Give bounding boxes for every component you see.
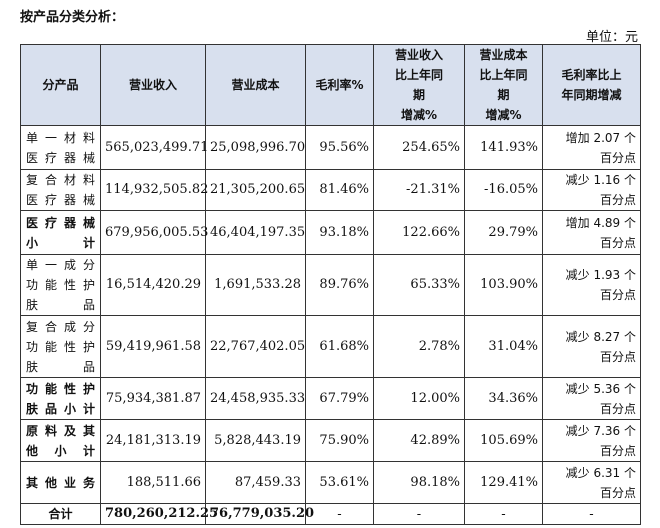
table-row: 其他业务 188,511.66 87,459.33 53.61% 98.18% 129.4…	[20, 461, 641, 504]
total-revenue-change: -	[373, 503, 465, 525]
header-product: 分产品	[20, 44, 101, 126]
margin-change-value: 减少 8.27 个百分点	[542, 315, 641, 378]
cost-value: 1,691,533.28	[205, 254, 306, 316]
header-margin-change: 毛利率比上 年同期增减	[542, 44, 641, 126]
cost-value: 24,458,935.33	[205, 377, 306, 420]
revenue-value: 114,932,505.82	[100, 169, 208, 211]
revenue-change-value: 122.66%	[373, 210, 465, 255]
table-header-row: 分产品 营业收入 营业成本 毛利率% 营业收入 比上年同 期 增减% 营业成本 …	[20, 44, 641, 126]
table-row: 复合材料 医疗器械 114,932,505.82 21,305,200.65 81.46…	[20, 169, 641, 211]
margin-value: 81.46%	[305, 169, 374, 211]
margin-change-value: 减少 6.31 个百分点	[542, 461, 641, 504]
total-row: 合计 780,260,212.25 76,779,035.20 - - - -	[20, 503, 641, 525]
table-row: 单一成分 功能性护 肤品 16,514,420.29 1,691,533.28 89.76…	[20, 254, 641, 316]
table-row: 医疗器械 小计 679,956,005.53 46,404,197.35 93.18% 1…	[20, 210, 641, 255]
revenue-change-value: -21.31%	[373, 169, 465, 211]
total-cost-change: -	[464, 503, 543, 525]
cost-change-value: 31.04%	[464, 315, 543, 378]
unit-label: 单位：元	[585, 30, 638, 45]
header-revenue: 营业收入	[100, 44, 206, 126]
margin-value: 75.90%	[305, 419, 374, 462]
revenue-change-value: 254.65%	[373, 125, 465, 170]
total-cost: 76,779,035.20	[205, 503, 314, 525]
cost-change-value: 129.41%	[464, 461, 543, 504]
cost-value: 87,459.33	[205, 461, 306, 504]
margin-value: 53.61%	[305, 461, 374, 504]
cost-change-value: 34.36%	[464, 377, 543, 420]
product-name: 复合材料 医疗器械	[20, 169, 101, 211]
cost-value: 5,828,443.19	[205, 419, 306, 462]
product-analysis-table: 分产品 营业收入 营业成本 毛利率% 营业收入 比上年同 期 增减% 营业成本 …	[20, 44, 641, 525]
product-name: 原料及其 他小计	[20, 419, 101, 462]
revenue-change-value: 2.78%	[373, 315, 465, 378]
header-revenue-change: 营业收入 比上年同 期 增减%	[373, 44, 465, 126]
cost-change-value: 29.79%	[464, 210, 543, 255]
margin-change-value: 增加 2.07 个百分点	[542, 125, 641, 170]
margin-value: 93.18%	[305, 210, 374, 255]
table-row: 单一材料 医疗器械 565,023,499.71 25,098,996.70 95.56…	[20, 125, 641, 170]
product-name: 医疗器械 小计	[20, 210, 101, 255]
total-revenue: 780,260,212.25	[100, 503, 218, 525]
revenue-value: 75,934,381.87	[100, 377, 206, 420]
table-row: 复合成分 功能性护 肤品 59,419,961.58 22,767,402.05 61.6…	[20, 315, 641, 378]
margin-change-value: 减少 1.16 个百分点	[542, 169, 641, 211]
cost-change-value: 141.93%	[464, 125, 543, 170]
revenue-change-value: 98.18%	[373, 461, 465, 504]
product-name: 单一成分 功能性护 肤品	[20, 254, 101, 316]
cost-value: 25,098,996.70	[205, 125, 306, 170]
header-cost: 营业成本	[205, 44, 306, 126]
margin-change-value: 减少 7.36 个百分点	[542, 419, 641, 462]
product-name: 单一材料 医疗器械	[20, 125, 101, 170]
revenue-change-value: 12.00%	[373, 377, 465, 420]
revenue-value: 24,181,313.19	[100, 419, 206, 462]
revenue-value: 679,956,005.53	[100, 210, 208, 255]
cost-value: 46,404,197.35	[205, 210, 306, 255]
cost-change-value: 105.69%	[464, 419, 543, 462]
header-cost-change: 营业成本 比上年同 期 增减%	[464, 44, 543, 126]
total-label: 合计	[20, 503, 101, 525]
product-name: 其他业务	[20, 461, 101, 504]
table-row: 原料及其 他小计 24,181,313.19 5,828,443.19 75.90% 42…	[20, 419, 641, 462]
section-title: 按产品分类分析：	[20, 10, 125, 25]
margin-change-value: 减少 1.93 个百分点	[542, 254, 641, 316]
cost-change-value: -16.05%	[464, 169, 543, 211]
margin-value: 89.76%	[305, 254, 374, 316]
product-name: 功能性护 肤品小计	[20, 377, 101, 420]
revenue-value: 16,514,420.29	[100, 254, 206, 316]
margin-value: 67.79%	[305, 377, 374, 420]
cost-value: 22,767,402.05	[205, 315, 306, 378]
revenue-change-value: 65.33%	[373, 254, 465, 316]
margin-change-value: 减少 5.36 个百分点	[542, 377, 641, 420]
cost-value: 21,305,200.65	[205, 169, 306, 211]
cost-change-value: 103.90%	[464, 254, 543, 316]
revenue-change-value: 42.89%	[373, 419, 465, 462]
revenue-value: 188,511.66	[100, 461, 206, 504]
margin-value: 61.68%	[305, 315, 374, 378]
total-margin: -	[305, 503, 374, 525]
margin-value: 95.56%	[305, 125, 374, 170]
product-name: 复合成分 功能性护 肤品	[20, 315, 101, 378]
margin-change-value: 增加 4.89 个百分点	[542, 210, 641, 255]
revenue-value: 59,419,961.58	[100, 315, 206, 378]
revenue-value: 565,023,499.71	[100, 125, 208, 170]
header-margin: 毛利率%	[305, 44, 374, 126]
total-margin-change: -	[542, 503, 641, 525]
table-row: 功能性护 肤品小计 75,934,381.87 24,458,935.33 67.79%…	[20, 377, 641, 420]
